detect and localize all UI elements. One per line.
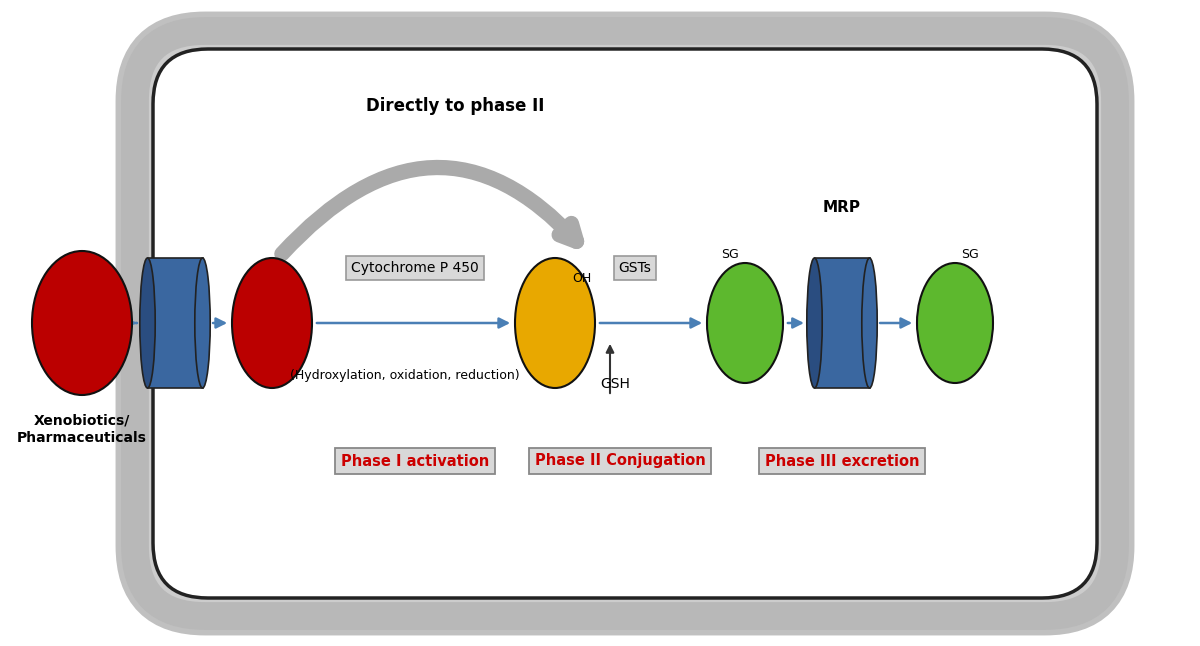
Ellipse shape bbox=[194, 258, 210, 388]
Text: SG: SG bbox=[721, 247, 739, 260]
Text: Directly to phase II: Directly to phase II bbox=[366, 97, 544, 115]
FancyBboxPatch shape bbox=[134, 31, 1115, 616]
Text: OH: OH bbox=[572, 271, 592, 284]
Ellipse shape bbox=[232, 258, 312, 388]
Ellipse shape bbox=[917, 263, 994, 383]
Ellipse shape bbox=[140, 258, 155, 388]
FancyBboxPatch shape bbox=[154, 49, 1097, 598]
Text: Phase I activation: Phase I activation bbox=[341, 453, 490, 468]
Text: Phase III excretion: Phase III excretion bbox=[764, 453, 919, 468]
FancyBboxPatch shape bbox=[148, 258, 203, 388]
FancyBboxPatch shape bbox=[134, 31, 1115, 616]
Text: MRP: MRP bbox=[823, 200, 862, 216]
Text: GSTs: GSTs bbox=[618, 261, 652, 275]
FancyBboxPatch shape bbox=[815, 258, 870, 388]
Ellipse shape bbox=[806, 258, 822, 388]
Ellipse shape bbox=[707, 263, 784, 383]
Ellipse shape bbox=[862, 258, 877, 388]
FancyArrowPatch shape bbox=[282, 167, 576, 254]
Ellipse shape bbox=[515, 258, 595, 388]
Text: Phase II Conjugation: Phase II Conjugation bbox=[535, 453, 706, 468]
Ellipse shape bbox=[32, 251, 132, 395]
Text: Xenobiotics/
Pharmaceuticals: Xenobiotics/ Pharmaceuticals bbox=[17, 414, 146, 445]
Text: SG: SG bbox=[961, 247, 979, 260]
Text: GSH: GSH bbox=[600, 377, 630, 391]
Text: (Hydroxylation, oxidation, reduction): (Hydroxylation, oxidation, reduction) bbox=[290, 370, 520, 382]
Text: Cytochrome P 450: Cytochrome P 450 bbox=[352, 261, 479, 275]
